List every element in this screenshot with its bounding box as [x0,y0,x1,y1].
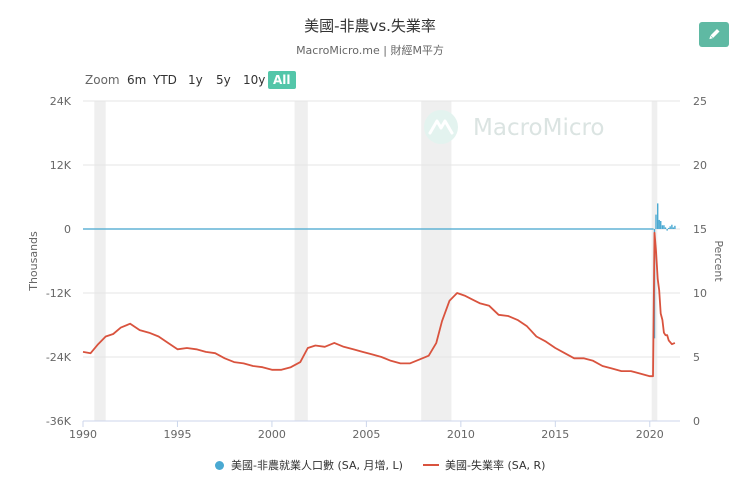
nfp-bar [667,227,670,229]
x-tick-label: 2020 [636,428,664,441]
nfp-bar [655,214,657,229]
x-tick-label: 1995 [163,428,191,441]
unemployment-rate-line [82,231,676,378]
x-tick-label: 2015 [541,428,569,441]
nfp-series-marker [215,460,224,470]
nfp-bar [653,229,656,339]
recession-band-1 [294,101,308,421]
recession-band-0 [94,101,106,421]
y-left-tick-label: 0 [64,223,71,236]
zoom-6m-button[interactable]: 6m [127,73,147,87]
legend-item-unemployment[interactable]: 美國-失業率 (SA, R) [423,457,545,473]
y-left-tick-label: -12K [46,287,72,300]
pencil-icon [709,28,720,40]
nfp-bar [671,224,673,229]
x-tick-label: 2010 [447,428,475,441]
nfp-bar [664,227,667,229]
x-tick-label: 1990 [69,428,97,441]
y-right-tick-label: 10 [693,287,707,300]
legend-item-nfp[interactable]: 美國-非農就業人口數 (SA, 月增, L) [215,457,403,473]
nfp-bar [660,221,662,229]
y-right-tick-label: 0 [693,415,700,428]
nfp-bar [663,225,665,229]
nfp-bar [661,225,664,229]
x-tick-label: 2005 [352,428,380,441]
zoom-ytd-button[interactable]: YTD [153,73,177,87]
y-left-tick-label: 24K [50,95,72,108]
nfp-bar [666,229,668,231]
watermark-text: MacroMicro [473,115,605,141]
y-right-axis-title: Percent [712,240,725,282]
chart-title: 美國-非農vs.失業率 [304,17,436,35]
recession-band-2 [421,101,452,421]
legend-label-unemployment: 美國-失業率 (SA, R) [445,459,546,472]
legend-label-nfp: 美國-非農就業人口數 (SA, 月增, L) [231,459,403,472]
zoom-10y-button[interactable]: 10y [243,73,266,87]
nfp-bar [674,225,676,229]
zoom-all-button[interactable]: All [268,71,296,89]
zoom-label: Zoom [85,73,120,87]
y-left-axis-title: Thousands [27,231,40,292]
nfp-bar [658,219,660,229]
recession-band-3 [651,101,658,421]
chart-subtitle: MacroMicro.me | 財經M平方 [296,44,444,57]
zoom-1y-button[interactable]: 1y [188,73,203,87]
y-right-tick-label: 15 [693,223,707,236]
y-left-tick-label: 12K [50,159,72,172]
nfp-bar [672,227,675,229]
x-tick-label: 2000 [258,428,286,441]
y-right-tick-label: 25 [693,95,707,108]
watermark-logo: MacroMicro [424,110,605,144]
unemployment-series-marker [423,464,439,466]
y-left-tick-label: -36K [46,415,72,428]
edit-button[interactable] [699,22,729,47]
y-right-tick-label: 5 [693,351,700,364]
nfp-bar [669,226,671,229]
zoom-5y-button[interactable]: 5y [216,73,231,87]
y-right-tick-label: 20 [693,159,707,172]
y-left-tick-label: -24K [46,351,72,364]
nfp-bar [657,203,659,229]
